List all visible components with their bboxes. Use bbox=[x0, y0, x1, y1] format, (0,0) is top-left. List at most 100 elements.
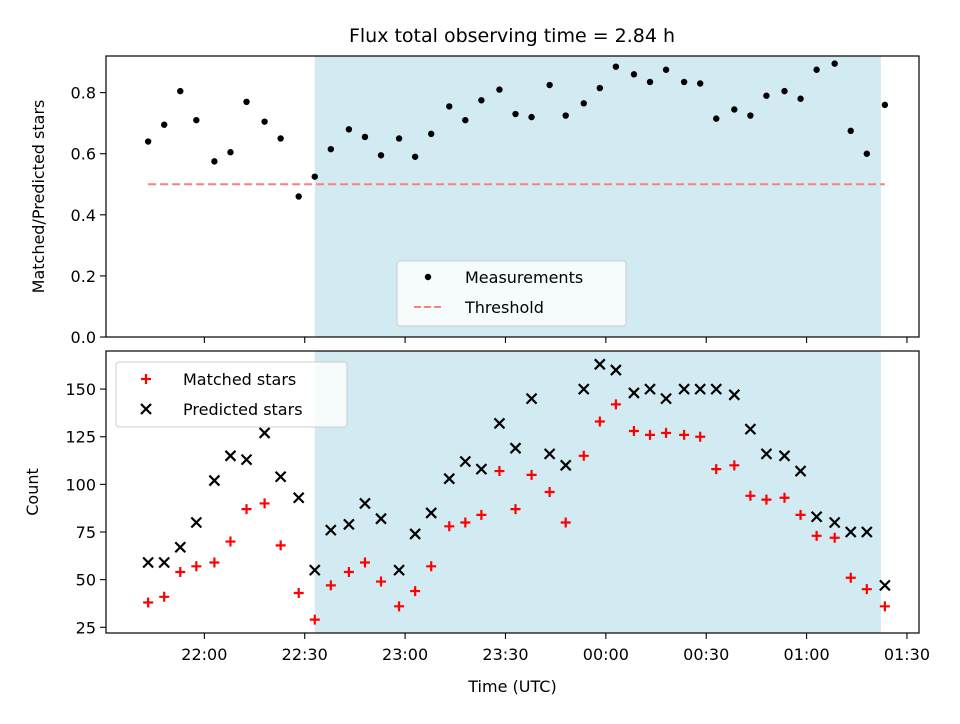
matched-star-point bbox=[426, 561, 437, 572]
measurement-point bbox=[361, 133, 369, 141]
matched-star-point bbox=[494, 466, 505, 477]
legend-marker-predicted-stars bbox=[140, 403, 152, 415]
matched-star-point bbox=[645, 429, 656, 440]
predicted-star-point bbox=[393, 564, 405, 576]
y-tick-label: 50 bbox=[76, 571, 96, 590]
bottom-legend-box bbox=[115, 361, 348, 428]
measurement-point bbox=[243, 98, 250, 106]
matched-star-point bbox=[594, 416, 605, 427]
observing-span-rect bbox=[314, 351, 881, 633]
predicted-star-point bbox=[375, 512, 387, 525]
measurement-point bbox=[713, 115, 720, 122]
matched-star-point bbox=[309, 614, 320, 625]
measurement-point bbox=[462, 116, 469, 124]
matched-star-point bbox=[410, 586, 421, 597]
measurement-point bbox=[311, 173, 318, 180]
x-tick-label: 00:30 bbox=[683, 645, 729, 664]
matched-stars-points bbox=[143, 399, 890, 625]
measurement-point bbox=[797, 95, 804, 102]
predicted-star-point bbox=[308, 564, 321, 576]
predicted-star-point bbox=[274, 470, 287, 483]
observing-span-bottom bbox=[314, 351, 881, 633]
top-legend-markers bbox=[414, 273, 442, 308]
measurement-point bbox=[747, 112, 754, 119]
predicted-star-point bbox=[509, 442, 522, 454]
matched-star-point bbox=[343, 567, 354, 578]
matched-star-point bbox=[159, 591, 170, 602]
measurement-point bbox=[546, 81, 553, 89]
predicted-stars-points bbox=[142, 358, 891, 592]
matched-star-point bbox=[275, 540, 286, 551]
measurement-point bbox=[377, 152, 385, 159]
predicted-star-point bbox=[443, 472, 456, 485]
x-tick-label: 01:30 bbox=[884, 645, 930, 664]
measurement-point bbox=[881, 101, 889, 109]
predicted-star-point bbox=[660, 392, 672, 405]
predicted-star-point bbox=[292, 491, 305, 504]
legend-label-matched-stars: Matched stars bbox=[183, 370, 296, 389]
x-tick-label: 22:00 bbox=[181, 645, 227, 664]
predicted-star-point bbox=[760, 448, 773, 460]
measurement-point bbox=[277, 135, 284, 142]
matched-star-point bbox=[628, 426, 639, 437]
predicted-star-point bbox=[190, 516, 203, 529]
predicted-star-point bbox=[861, 526, 873, 538]
predicted-star-point bbox=[844, 526, 857, 538]
matched-star-point bbox=[578, 450, 589, 461]
predicted-star-point bbox=[543, 448, 556, 460]
bottom-panel: 25 50 75 100 125 150 22:00 22:30 23:00 23:30 00:0… bbox=[23, 350, 930, 696]
predicted-star-point bbox=[224, 450, 237, 462]
measurement-point bbox=[395, 135, 403, 142]
measurement-point bbox=[261, 118, 268, 125]
bottom-legend-markers bbox=[140, 374, 152, 415]
predicted-star-point bbox=[409, 528, 421, 540]
legend-label-threshold: Threshold bbox=[464, 298, 544, 317]
y-tick-label: 125 bbox=[65, 428, 96, 447]
predicted-star-point bbox=[694, 383, 706, 395]
top-axes-frame bbox=[105, 55, 920, 338]
predicted-star-point bbox=[208, 474, 221, 487]
measurement-point bbox=[227, 149, 234, 156]
legend-label-measurements: Measurements bbox=[465, 268, 583, 287]
matched-star-point bbox=[845, 572, 856, 583]
x-tick-label: 23:00 bbox=[382, 645, 428, 664]
predicted-star-point bbox=[525, 392, 538, 405]
top-legend: Measurements Threshold bbox=[396, 260, 627, 327]
predicted-star-point bbox=[158, 556, 170, 569]
matched-star-point bbox=[679, 429, 690, 440]
matched-star-point bbox=[829, 532, 840, 543]
measurement-point bbox=[446, 103, 453, 110]
predicted-star-point bbox=[577, 383, 590, 395]
y-tick-label: 25 bbox=[76, 618, 96, 637]
measurement-point bbox=[327, 145, 335, 153]
matched-star-point bbox=[510, 504, 521, 515]
top-panel: 0.00.20.40.60.8 Matched/Predicted stars … bbox=[29, 55, 920, 347]
x-axis-label: Time (UTC) bbox=[467, 677, 556, 696]
matched-star-point bbox=[779, 492, 790, 503]
measurement-point bbox=[428, 130, 435, 138]
predicted-star-point bbox=[142, 556, 154, 569]
predicted-star-point bbox=[828, 516, 841, 529]
matched-star-point bbox=[191, 561, 202, 572]
y-tick-label: 100 bbox=[65, 475, 96, 494]
matched-star-point bbox=[376, 576, 387, 587]
matched-star-point bbox=[526, 469, 537, 480]
measurement-point bbox=[731, 106, 738, 113]
predicted-star-point bbox=[459, 455, 472, 468]
measurement-point bbox=[496, 86, 503, 93]
chart-title: Flux total observing time = 2.84 h bbox=[349, 25, 675, 47]
predicted-star-point bbox=[343, 518, 355, 531]
matched-star-point bbox=[811, 530, 822, 541]
matched-star-point bbox=[394, 601, 405, 612]
measurement-point bbox=[831, 60, 838, 67]
y-tick-label: 0.4 bbox=[71, 206, 96, 225]
top-y-axis-ticks: 0.0 0.2 0.4 0.6 0.8 bbox=[71, 84, 106, 347]
top-x-axis-ticks bbox=[203, 337, 908, 343]
bottom-axes-frame bbox=[105, 350, 920, 634]
measurement-point bbox=[612, 63, 620, 70]
matched-star-point bbox=[729, 460, 740, 471]
legend-marker-measurements bbox=[424, 273, 432, 281]
predicted-star-point bbox=[728, 389, 741, 401]
x-tick-label: 01:00 bbox=[784, 645, 830, 664]
